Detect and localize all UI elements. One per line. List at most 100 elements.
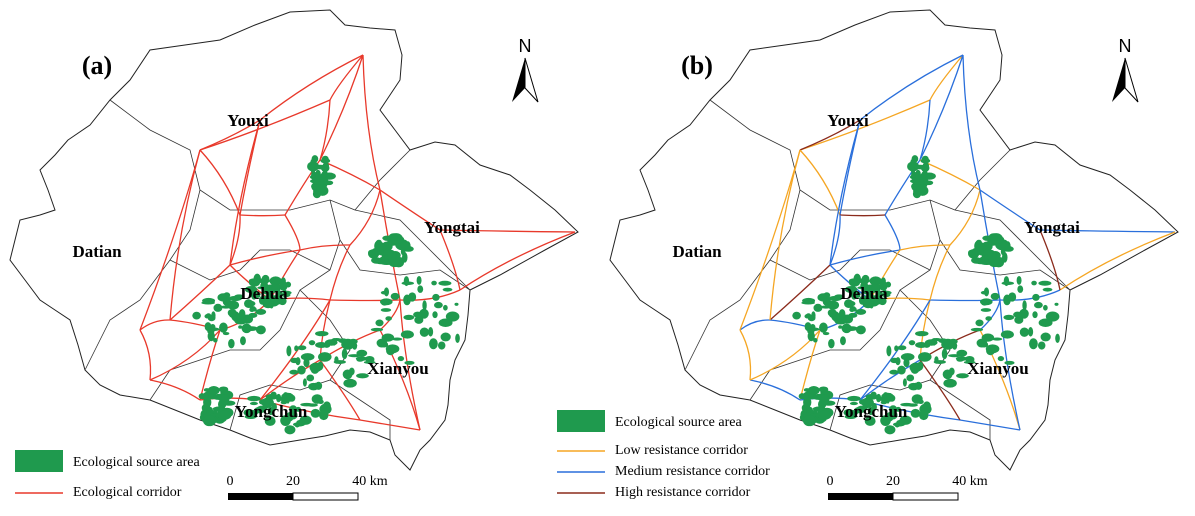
corridor [199, 119, 261, 151]
source-patch [256, 405, 268, 411]
source-patch [261, 397, 274, 408]
source-patch [213, 337, 218, 343]
source-patch [375, 319, 384, 327]
corridor [229, 214, 241, 266]
corridor [349, 189, 381, 246]
source-patch [907, 403, 918, 407]
source-patch [419, 327, 430, 337]
corridor [769, 149, 801, 321]
source-patch [827, 309, 837, 317]
source-patch [1013, 311, 1023, 318]
source-patch [1000, 330, 1014, 339]
source-patch [207, 328, 215, 335]
source-patch [855, 308, 867, 315]
source-patch [869, 276, 882, 286]
source-patch [220, 394, 230, 406]
source-patch [980, 308, 992, 312]
source-patch [307, 403, 318, 407]
source-patch [318, 352, 332, 362]
source-patch [371, 257, 382, 264]
scale-label: 40 km [352, 474, 388, 489]
source-patch [871, 402, 877, 411]
source-patch [802, 297, 816, 304]
corridor [799, 329, 821, 401]
source-patch [849, 401, 858, 406]
source-patch [817, 405, 824, 412]
source-patch [255, 325, 266, 335]
county-boundary [109, 99, 411, 211]
corridor [962, 54, 981, 191]
source-patch [819, 322, 828, 333]
corridor [319, 99, 331, 161]
source-patch [991, 337, 1003, 341]
source-patch [391, 337, 403, 341]
north-arrow [512, 58, 525, 102]
source-patch [401, 281, 415, 286]
source-patch [255, 308, 267, 315]
source-patch [985, 316, 992, 321]
north-arrow [1124, 57, 1139, 103]
corridor [319, 359, 361, 421]
source-patch [792, 311, 801, 320]
source-patch [997, 356, 1005, 362]
source-patch [309, 362, 322, 373]
scale-label: 20 [886, 474, 900, 489]
source-patch [297, 365, 306, 375]
corridor [199, 149, 241, 216]
source-patch [295, 357, 301, 366]
corridor [229, 119, 261, 266]
source-patch [1043, 304, 1048, 311]
source-patch [1031, 280, 1037, 286]
source-patch [417, 285, 424, 293]
source-patch [1022, 300, 1027, 311]
source-patch [300, 353, 315, 361]
source-patch [922, 401, 931, 411]
source-patch [270, 391, 277, 398]
corridor [919, 99, 931, 161]
map-panel: Youxi Datian Yongtai Dehua Xianyou Yongchun (b… [557, 9, 1179, 501]
source-patch [943, 378, 957, 388]
source-patch [428, 327, 434, 337]
source-patch [310, 158, 317, 165]
corridor [919, 359, 961, 421]
source-patch [848, 278, 861, 287]
corridor [329, 244, 351, 301]
place-name: Dehua [840, 284, 888, 303]
source-patch [265, 417, 274, 426]
region-outline [609, 9, 1179, 471]
source-patch [956, 349, 968, 357]
source-patch [909, 362, 922, 373]
source-patch [970, 327, 984, 332]
source-patch [807, 328, 815, 335]
source-patch [455, 333, 460, 343]
corridor [1059, 231, 1176, 291]
county-boundary [939, 239, 1071, 291]
source-patch [249, 401, 258, 406]
source-patch [807, 385, 820, 395]
source-patch [218, 386, 229, 393]
source-patch [217, 410, 232, 420]
source-patch [414, 316, 424, 324]
source-patch [356, 349, 368, 357]
source-patch [203, 388, 210, 392]
corridor [139, 329, 152, 381]
source-patch [818, 386, 829, 393]
source-patch [838, 309, 846, 320]
source-patch [381, 333, 395, 342]
source-patch [248, 312, 258, 318]
scale-bar [228, 493, 293, 500]
source-patch [396, 252, 401, 257]
county-boundary [684, 189, 801, 371]
county-boundary [929, 379, 991, 440]
source-patch [862, 295, 876, 300]
source-patch [315, 330, 329, 337]
source-patch [1032, 293, 1040, 301]
source-patch [975, 319, 984, 327]
source-patch [243, 408, 255, 417]
corridor [929, 54, 964, 101]
source-patch [247, 395, 261, 402]
corridor [799, 149, 841, 216]
source-patch [876, 290, 883, 299]
source-patch [1002, 252, 1008, 263]
source-patch [840, 336, 846, 346]
